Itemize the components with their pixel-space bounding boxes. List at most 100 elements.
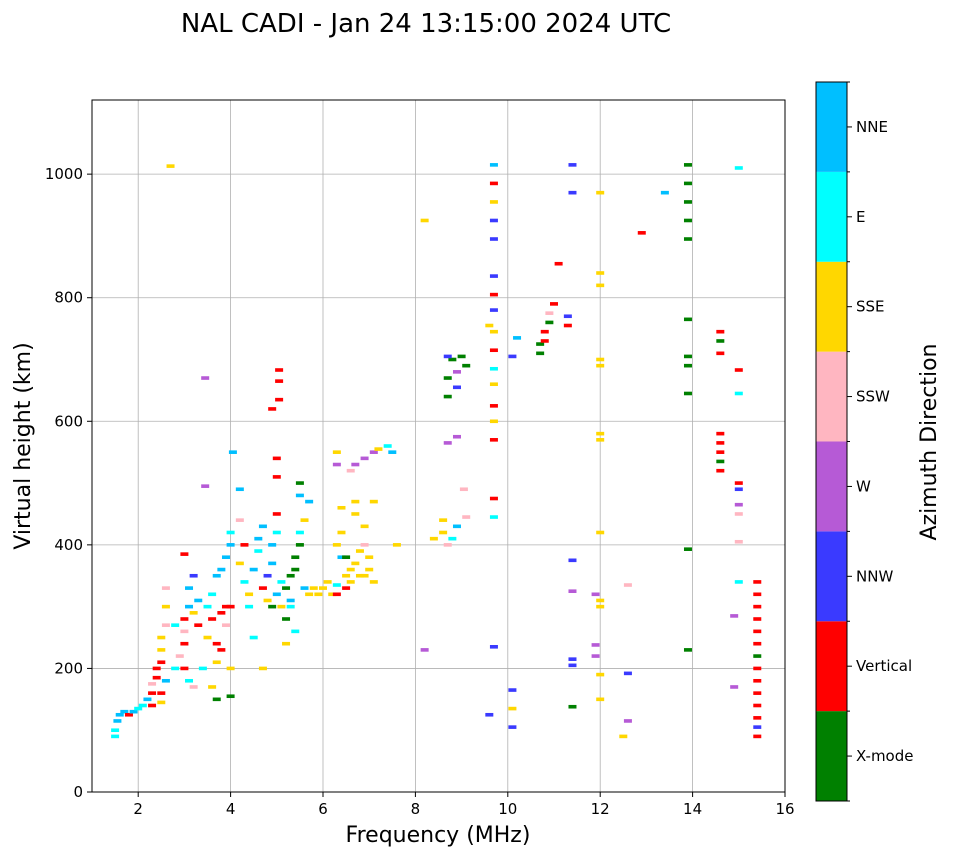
colorbar-swatch-w	[816, 441, 847, 532]
colorbar-label-sse: SSE	[856, 298, 885, 316]
data-point-55	[226, 543, 235, 547]
data-point-239	[683, 218, 692, 223]
data-point-144	[383, 444, 392, 448]
data-point-42	[201, 376, 210, 380]
data-point-138	[332, 462, 341, 467]
data-point-229	[623, 583, 632, 587]
data-point-23	[157, 700, 166, 705]
data-point-233	[683, 547, 692, 551]
data-point-213	[591, 592, 600, 597]
data-point-20	[161, 586, 170, 590]
data-point-147	[332, 592, 341, 597]
data-point-184	[489, 218, 498, 223]
data-point-103	[300, 518, 309, 522]
data-point-28	[180, 617, 189, 621]
y-tick-label-1: 200	[54, 659, 83, 677]
data-point-240	[683, 200, 692, 204]
data-point-206	[568, 657, 577, 661]
data-point-212	[591, 643, 600, 647]
data-point-113	[319, 586, 327, 590]
y-tick-label-2: 400	[54, 536, 83, 554]
data-point-45	[208, 617, 217, 621]
data-point-141	[360, 456, 369, 461]
data-point-158	[452, 434, 461, 439]
data-point-177	[489, 366, 498, 371]
data-point-205	[568, 663, 577, 668]
data-point-72	[249, 567, 258, 572]
data-point-75	[258, 524, 267, 529]
data-point-1	[111, 728, 120, 733]
data-point-216	[596, 604, 605, 609]
colorbar-label: Azimuth Direction	[917, 343, 942, 540]
data-point-160	[443, 376, 452, 380]
y-tick-label-4: 800	[54, 289, 83, 307]
data-point-226	[619, 734, 628, 739]
data-point-136	[369, 499, 378, 504]
data-point-67	[240, 543, 249, 547]
data-point-32	[189, 611, 198, 615]
data-point-219	[596, 438, 605, 442]
data-point-197	[540, 339, 549, 343]
data-point-129	[355, 549, 364, 553]
data-point-124	[346, 567, 355, 572]
colorbar-swatch-nnw	[816, 531, 847, 622]
data-point-242	[683, 163, 692, 167]
data-point-262	[753, 734, 762, 739]
data-point-112	[314, 592, 323, 597]
data-point-46	[208, 592, 217, 597]
data-point-85	[272, 456, 281, 461]
data-point-19	[161, 604, 170, 609]
data-point-99	[291, 567, 300, 572]
data-point-110	[286, 604, 295, 609]
data-point-89	[275, 368, 284, 372]
colorbar-label-vertical: Vertical	[856, 657, 912, 675]
data-point-91	[282, 641, 291, 646]
data-point-146	[392, 543, 401, 547]
data-point-188	[485, 323, 494, 328]
y-tick-label-3: 600	[54, 412, 83, 430]
data-point-97	[286, 598, 295, 603]
data-point-214	[596, 697, 605, 702]
y-tick-label-0: 0	[73, 783, 83, 801]
data-point-143	[374, 447, 383, 451]
data-point-269	[753, 654, 762, 658]
data-point-69	[245, 592, 254, 597]
data-point-79	[268, 604, 277, 609]
data-point-100	[291, 555, 300, 560]
colorbar-label-ssw: SSW	[856, 388, 890, 406]
data-point-230	[637, 231, 646, 235]
data-point-221	[596, 363, 605, 368]
data-point-211	[591, 654, 600, 658]
data-point-241	[683, 181, 692, 186]
data-point-254	[734, 539, 743, 544]
data-point-43	[203, 635, 212, 640]
data-point-10	[148, 703, 157, 708]
data-point-80	[268, 561, 277, 566]
data-point-101	[295, 543, 304, 547]
data-point-217	[596, 598, 605, 603]
data-point-237	[683, 317, 692, 322]
data-point-170	[489, 645, 498, 649]
data-point-169	[485, 712, 494, 717]
data-point-59	[226, 694, 235, 699]
data-point-208	[568, 558, 577, 563]
data-point-104	[300, 586, 309, 590]
x-tick-label-0: 2	[133, 800, 143, 818]
colorbar-label-e: E	[856, 208, 865, 226]
data-point-154	[443, 543, 452, 547]
data-point-78	[263, 598, 272, 603]
data-point-70	[245, 604, 254, 609]
data-point-84	[272, 475, 281, 479]
data-point-134	[365, 555, 374, 560]
data-point-92	[272, 592, 281, 597]
data-point-53	[221, 623, 230, 627]
data-point-107	[295, 481, 304, 485]
data-point-87	[275, 397, 284, 402]
data-point-133	[365, 567, 374, 572]
data-point-120	[337, 555, 346, 560]
data-point-243	[716, 468, 725, 473]
data-point-270	[753, 641, 762, 646]
data-point-259	[734, 391, 743, 396]
data-point-164	[457, 354, 466, 359]
